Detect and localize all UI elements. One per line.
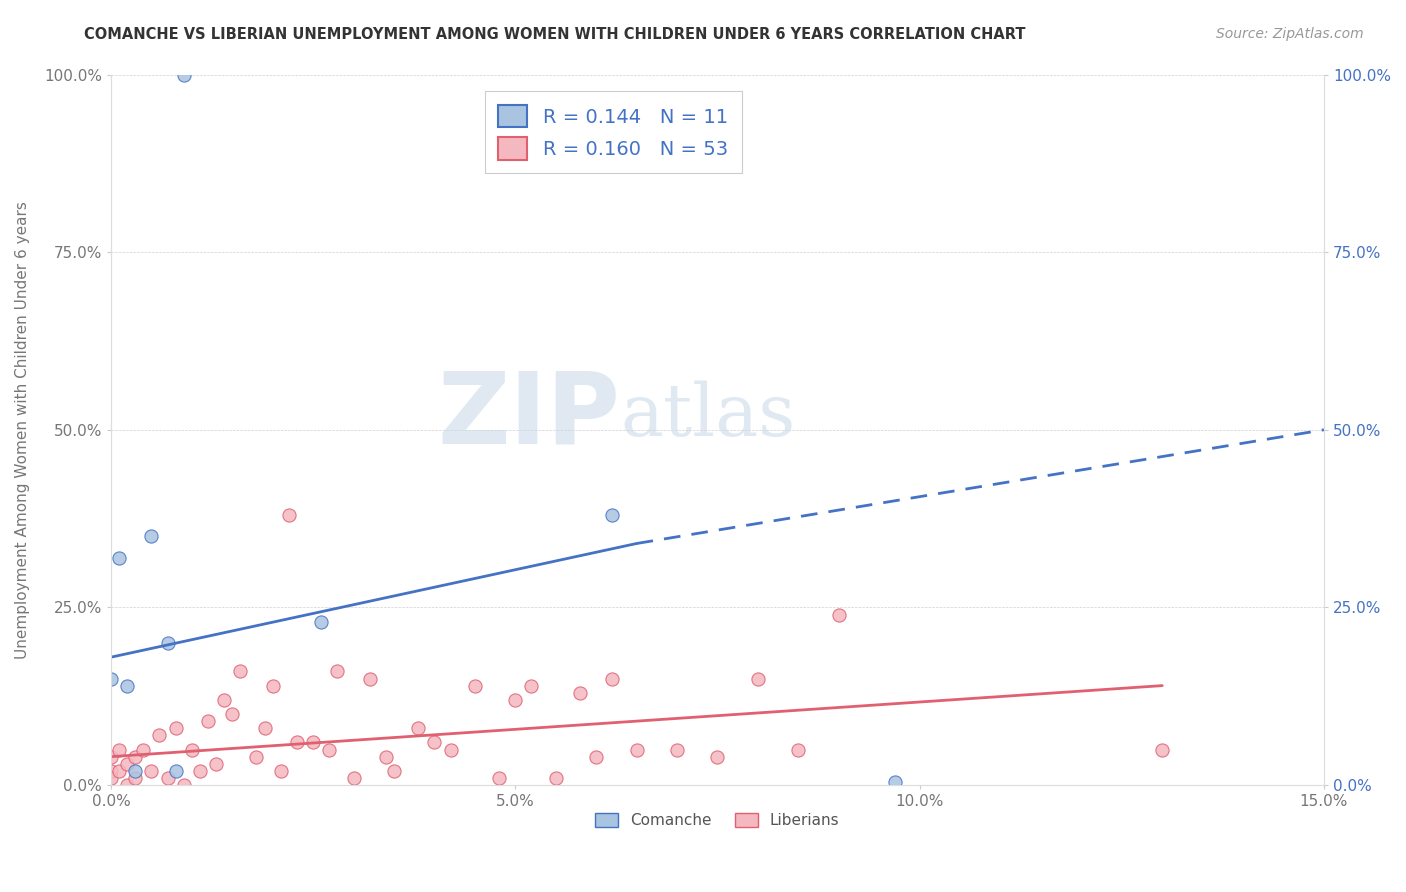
Point [503, 693, 526, 707]
Point [165, 721, 187, 735]
Point [406, 721, 429, 735]
Point [520, 679, 543, 693]
Point [100, 749, 122, 764]
Point [568, 686, 591, 700]
Text: ZIP: ZIP [437, 368, 620, 464]
Point [884, 774, 907, 789]
Point [100, 672, 122, 686]
Point [488, 771, 510, 785]
Point [100, 771, 122, 785]
Point [132, 742, 155, 756]
Point [423, 735, 446, 749]
Text: atlas: atlas [620, 380, 796, 450]
Point [124, 771, 146, 785]
Point [108, 742, 131, 756]
Point [342, 771, 364, 785]
Point [277, 508, 299, 522]
Point [666, 742, 689, 756]
Point [464, 679, 486, 693]
Point [165, 764, 187, 778]
Point [124, 764, 146, 778]
Point [212, 693, 235, 707]
Point [262, 679, 284, 693]
Point [359, 672, 381, 686]
Point [188, 764, 211, 778]
Point [108, 764, 131, 778]
Point [253, 721, 276, 735]
Point [141, 764, 163, 778]
Point [706, 749, 728, 764]
Point [600, 508, 623, 522]
Point [115, 679, 138, 693]
Point [141, 529, 163, 543]
Point [828, 607, 851, 622]
Point [221, 706, 243, 721]
Point [124, 749, 146, 764]
Point [1152, 742, 1174, 756]
Point [285, 735, 308, 749]
Point [747, 672, 769, 686]
Point [205, 756, 228, 771]
Y-axis label: Unemployment Among Women with Children Under 6 years: Unemployment Among Women with Children U… [15, 201, 30, 659]
Point [197, 714, 219, 728]
Point [156, 771, 179, 785]
Point [382, 764, 405, 778]
Point [302, 735, 325, 749]
Point [100, 764, 122, 778]
Point [600, 672, 623, 686]
Point [309, 615, 332, 629]
Text: COMANCHE VS LIBERIAN UNEMPLOYMENT AMONG WOMEN WITH CHILDREN UNDER 6 YEARS CORREL: COMANCHE VS LIBERIAN UNEMPLOYMENT AMONG … [84, 27, 1026, 42]
Point [229, 665, 252, 679]
Point [108, 550, 131, 565]
Point [544, 771, 567, 785]
Point [374, 749, 396, 764]
Point [115, 756, 138, 771]
Point [787, 742, 810, 756]
Point [270, 764, 292, 778]
Point [318, 742, 340, 756]
Point [626, 742, 648, 756]
Point [585, 749, 607, 764]
Point [115, 778, 138, 792]
Point [173, 68, 195, 82]
Point [180, 742, 202, 756]
Point [439, 742, 461, 756]
Point [173, 778, 195, 792]
Point [156, 636, 179, 650]
Point [148, 728, 170, 742]
Point [326, 665, 349, 679]
Text: Source: ZipAtlas.com: Source: ZipAtlas.com [1216, 27, 1364, 41]
Legend: Comanche, Liberians: Comanche, Liberians [589, 807, 846, 834]
Point [245, 749, 267, 764]
